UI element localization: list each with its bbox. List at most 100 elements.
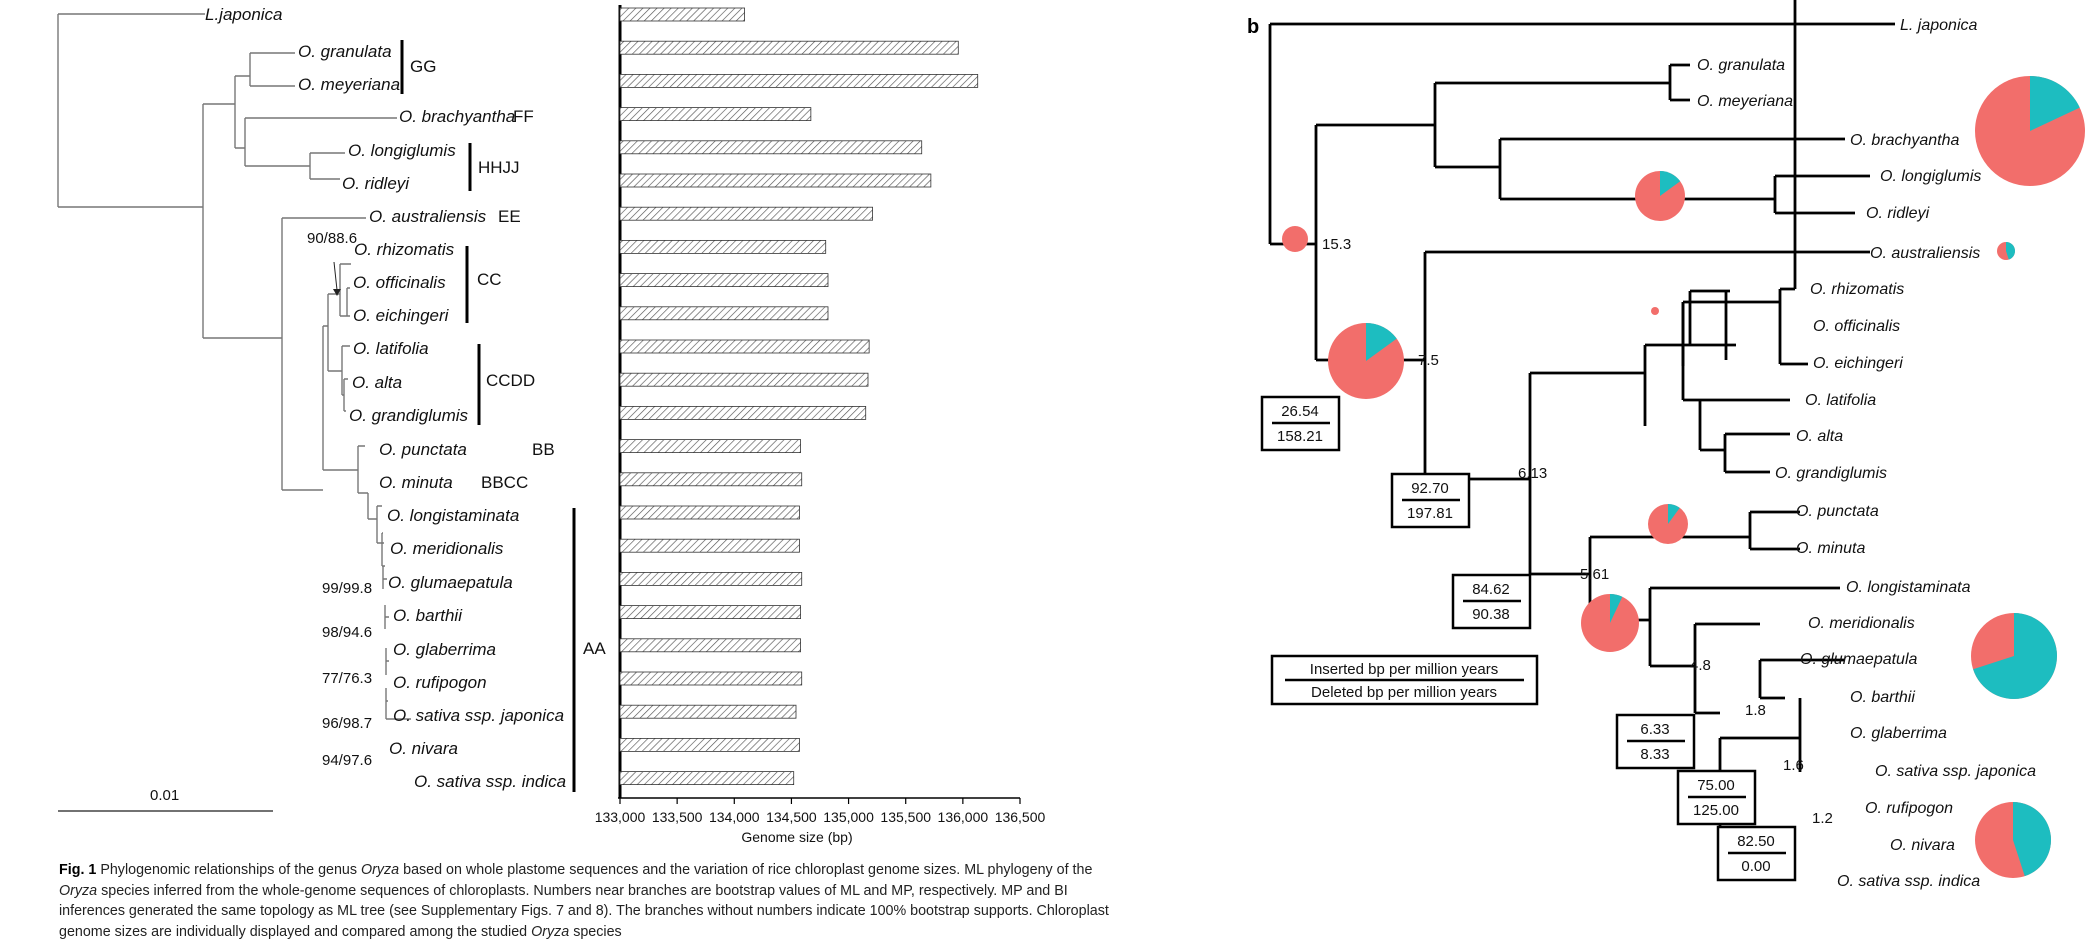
caption-text: Phylogenomic relationships of the genus <box>96 862 361 878</box>
tip-a: O. officinalis <box>353 273 446 292</box>
bootstrap-label: 99/99.8 <box>322 580 372 597</box>
tip-b: O. latifolia <box>1805 392 1876 409</box>
tip-a: O. rhizomatis <box>354 240 455 259</box>
bootstrap-label: 94/97.6 <box>322 752 372 769</box>
rate-inserted: 92.70 <box>1411 480 1449 497</box>
genome-label-aa: AA <box>583 639 606 658</box>
rate-legend: Inserted bp per million years Deleted bp… <box>1270 654 1539 706</box>
tip-a: O. glaberrima <box>393 640 496 659</box>
scale-label: 0.01 <box>150 787 179 804</box>
tip-b: O. glaberrima <box>1850 725 1947 742</box>
tip-b: O. sativa ssp. indica <box>1837 873 1980 890</box>
bar-o-barthii <box>619 605 801 619</box>
pie-cc-ccdd <box>1651 307 1659 315</box>
tip-a: O. grandiglumis <box>349 406 469 425</box>
caption-genus: Oryza <box>59 882 98 899</box>
rate-box: 84.62 90.38 <box>1451 573 1532 630</box>
tip-b: O. longiglumis <box>1880 168 1981 185</box>
genome-label-hhjj: HHJJ <box>478 158 520 177</box>
bar-o-glaberrima <box>619 638 801 653</box>
tip-a: O. punctata <box>379 440 467 459</box>
bar-o-ridleyi <box>619 173 932 188</box>
tip-a: O. ridleyi <box>342 174 410 193</box>
bar-o-nivara <box>619 738 800 752</box>
pie-slice-inserted <box>1610 594 1623 623</box>
x-tick-label: 136,500 <box>995 809 1046 825</box>
tree-a-arrow <box>333 261 341 296</box>
bar-o-eichingeri <box>619 306 829 321</box>
bar-o-minuta <box>619 472 803 487</box>
bar-l-japonica <box>619 7 745 22</box>
node-age: 6.13 <box>1518 465 1547 482</box>
tip-b: O. sativa ssp. japonica <box>1875 763 2036 780</box>
tip-a: O. eichingeri <box>353 306 450 325</box>
tip-a: O. sativa ssp. japonica <box>393 706 564 725</box>
node-age: 4.8 <box>1690 657 1711 674</box>
node-age: 1.2 <box>1812 810 1833 827</box>
x-tick-label: 134,000 <box>709 809 760 825</box>
node-age: 1.6 <box>1783 757 1804 774</box>
tree-a-tips: L.japonica O. granulata O. meyeriana O. … <box>205 5 566 791</box>
tip-b: O. australiensis <box>1870 245 1980 262</box>
rate-inserted: 26.54 <box>1281 403 1319 420</box>
tip-a: O. brachyantha <box>399 107 515 126</box>
x-tick-label: 135,500 <box>880 809 931 825</box>
pie-slice-inserted <box>1668 504 1680 524</box>
bar-o-australiensis <box>619 206 873 221</box>
bootstrap-labels: 90/88.6 99/99.8 98/94.6 77/76.3 96/98.7 … <box>307 230 372 769</box>
caption-genus: Oryza <box>361 862 400 878</box>
pie-slice-inserted <box>1366 323 1397 361</box>
bar-o-rufipogon <box>619 671 803 686</box>
genome-label-ee: EE <box>498 207 521 226</box>
bar-o-longiglumis <box>619 140 923 155</box>
pie-slice-inserted <box>1660 171 1681 196</box>
genome-bars <box>400 40 576 792</box>
rate-box: 82.50 0.00 <box>1716 825 1797 882</box>
tip-a: O. glumaepatula <box>388 573 513 592</box>
caption-text: based on whole plastome sequences and th… <box>399 862 1093 878</box>
x-tick-label: 135,000 <box>823 809 874 825</box>
rate-boxes: 26.54 158.21 92.70 197.81 84.62 90.38 6.… <box>1260 395 1797 882</box>
tip-b: O. eichingeri <box>1813 355 1903 372</box>
tip-a: O. sativa ssp. indica <box>414 772 566 791</box>
x-tick-label: 134,500 <box>766 809 817 825</box>
tip-a: O. latifolia <box>353 339 429 358</box>
tip-b: O. meyeriana <box>1697 93 1793 110</box>
tip-b: O. nivara <box>1890 837 1955 854</box>
rate-inserted: 6.33 <box>1640 721 1669 738</box>
node-age: 7.5 <box>1418 352 1439 369</box>
tip-a: O. nivara <box>389 739 458 758</box>
bootstrap-label: 98/94.6 <box>322 624 372 641</box>
genome-size-chart: 133,000 133,500 134,000 134,500 135,000 135,5… <box>595 5 1046 845</box>
tip-b: O. minuta <box>1796 540 1865 557</box>
rate-box: 75.00 125.00 <box>1676 769 1757 826</box>
tip-b: O. glumaepatula <box>1800 651 1918 668</box>
bar-o-punctata <box>619 439 801 454</box>
rate-deleted: 90.38 <box>1472 606 1510 623</box>
tip-a: O. longiglumis <box>348 141 456 160</box>
legend-deleted: Deleted bp per million years <box>1311 684 1497 701</box>
genome-label-gg: GG <box>410 57 436 76</box>
rate-box: 92.70 197.81 <box>1390 472 1471 529</box>
rate-deleted: 197.81 <box>1407 505 1453 522</box>
node-age: 15.3 <box>1322 236 1351 253</box>
x-tick-label: 133,000 <box>595 809 646 825</box>
tip-a: O. australiensis <box>369 207 487 226</box>
tip-b: O. punctata <box>1796 503 1879 520</box>
rate-inserted: 82.50 <box>1737 833 1775 850</box>
x-axis-label: Genome size (bp) <box>741 829 852 845</box>
tip-b: O. grandiglumis <box>1775 465 1887 482</box>
tree-b-tips: L. japonica O. granulata O. meyeriana O.… <box>1697 17 2036 890</box>
genome-label-cc: CC <box>477 270 502 289</box>
scale-bar: 0.01 <box>58 787 273 812</box>
caption-text: species <box>569 923 622 940</box>
node-ages: 15.3 7.5 6.13 5.61 4.8 1.8 1.6 1.2 <box>1322 236 1833 827</box>
bar-o-officinalis <box>619 273 829 288</box>
node-age: 1.8 <box>1745 702 1766 719</box>
rate-deleted: 0.00 <box>1741 858 1770 875</box>
caption-text: species inferred from the whole-genome s… <box>59 882 1109 940</box>
tip-b: O. officinalis <box>1813 318 1900 335</box>
tip-a: O. minuta <box>379 473 453 492</box>
bar-o-brachyantha <box>619 107 812 121</box>
